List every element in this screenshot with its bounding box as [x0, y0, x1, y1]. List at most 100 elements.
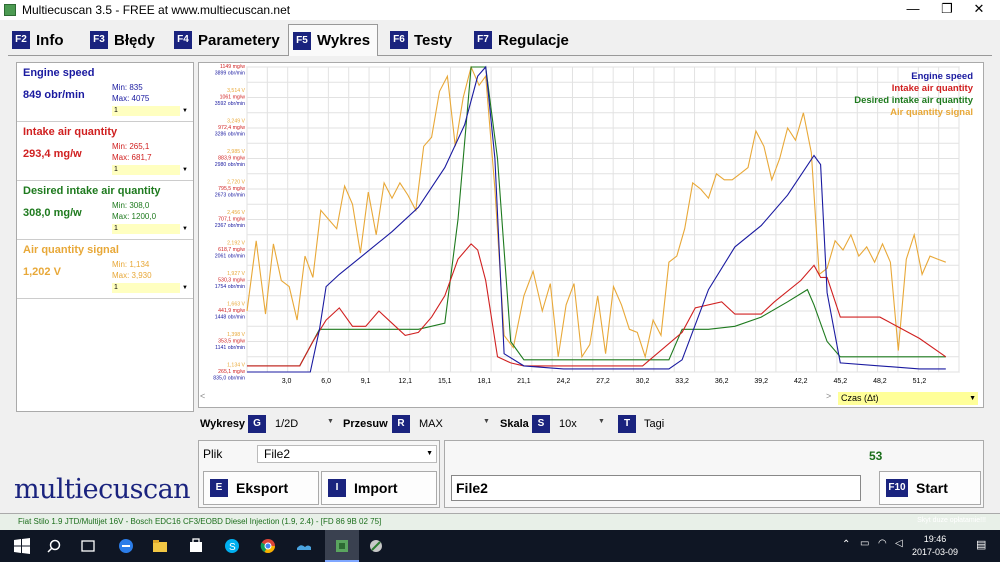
scale-select[interactable]: 1 ▼ — [112, 165, 190, 175]
y-tick-label: 3286 obr/min — [215, 132, 245, 138]
tab-parametery[interactable]: F4 Parametery — [170, 26, 288, 54]
y-tick-label: 2,720 V — [227, 180, 245, 186]
edge-browser-icon[interactable] — [118, 538, 134, 554]
x-axis-labels: 3,0 6,0 9,1 12,1 15,1 18,1 21,1 24,2 27,2 30,2 33,… — [282, 378, 927, 385]
scale-value: 1 — [114, 166, 118, 173]
wykresy-key[interactable]: G — [248, 415, 266, 433]
skala-value[interactable]: 10x — [559, 418, 577, 430]
maximize-button[interactable]: ❐ — [941, 1, 953, 16]
start-button[interactable]: F10 Start — [879, 471, 981, 505]
chevron-down-icon: ▼ — [969, 395, 976, 402]
wifi-icon[interactable]: ◠ — [878, 538, 887, 549]
volume-icon[interactable]: ◁ — [895, 538, 903, 549]
wykresy-value[interactable]: 1/2D — [275, 418, 299, 430]
chevron-up-icon[interactable]: ⌃ — [842, 539, 851, 550]
x-tick-label: 18,1 — [478, 378, 492, 385]
chevron-down-icon[interactable]: ▼ — [598, 418, 605, 425]
przesuw-value[interactable]: MAX — [419, 418, 443, 430]
y-tick-label: 441,9 mg/w — [218, 308, 245, 314]
sensor-air-quantity-signal[interactable]: Air quantity signal 1,202 V Min: 1,134 M… — [17, 240, 193, 299]
legend-item: Intake air quantity — [892, 83, 974, 94]
y-tick-label: 3899 obr/min — [215, 71, 245, 77]
notifications-icon[interactable]: ▤ — [976, 539, 987, 551]
sensor-name: Engine speed — [23, 67, 95, 79]
tab-key: F6 — [390, 31, 408, 49]
tab-regulacje[interactable]: F7 Regulacje — [470, 26, 578, 54]
sensor-name: Intake air quantity — [23, 126, 118, 138]
status-bar: Fiat Stilo 1.9 JTD/Multijet 16V - Bosch … — [0, 513, 1000, 530]
minimize-button[interactable]: — — [906, 1, 920, 16]
store-icon[interactable] — [188, 538, 204, 554]
y-tick-label: 2,985 V — [227, 149, 245, 155]
time-axis-select[interactable]: Czas (Δt) ▼ — [838, 392, 978, 405]
battery-icon[interactable]: ▭ — [860, 538, 870, 549]
window-title: Multiecuscan 3.5 - FREE at www.multiecus… — [22, 3, 291, 17]
tab-bledy[interactable]: F3 Błędy — [86, 26, 168, 54]
sensor-value: 1,202 V — [23, 266, 61, 278]
file-name-field[interactable]: File2 — [451, 475, 861, 501]
y-tick-label: 972,4 mg/w — [218, 125, 245, 131]
sensor-intake-air[interactable]: Intake air quantity 293,4 mg/w Min: 265,… — [17, 122, 193, 181]
sensor-engine-speed[interactable]: Engine speed 849 obr/min Min: 835 Max: 4… — [17, 63, 193, 122]
sensor-max: Max: 681,7 — [112, 153, 152, 162]
file-select[interactable]: File2 ▼ — [257, 445, 437, 463]
windows-start-icon[interactable] — [14, 538, 30, 554]
task-view-icon[interactable] — [80, 538, 96, 554]
title-bar: Multiecuscan 3.5 - FREE at www.multiecus… — [0, 0, 1000, 20]
taskbar-active-app[interactable] — [325, 530, 359, 562]
x-tick-label: 51,2 — [913, 378, 927, 385]
przesuw-key[interactable]: R — [392, 415, 410, 433]
series-line — [246, 65, 946, 359]
y-tick-label: 3,514 V — [227, 88, 245, 94]
y-tick-label: 2367 obr/min — [215, 223, 245, 229]
y-tick-label: 1448 obr/min — [215, 315, 245, 321]
clock-time: 19:46 — [923, 534, 947, 544]
chevron-down-icon[interactable]: ▼ — [483, 418, 490, 425]
close-button[interactable]: ✕ — [973, 1, 985, 16]
plik-label: Plik — [203, 447, 223, 461]
tab-bar: F2 Info F3 Błędy F4 Parametery F5 Wykres… — [8, 24, 992, 56]
y-tick-label: 265,1 mg/w — [218, 369, 245, 375]
multiecuscan-app-icon[interactable] — [334, 538, 350, 554]
sensor-panel: Engine speed 849 obr/min Min: 835 Max: 4… — [16, 62, 194, 412]
tab-testy[interactable]: F6 Testy — [386, 26, 466, 54]
file-explorer-icon[interactable] — [152, 538, 168, 554]
scroll-right-icon[interactable]: > — [826, 391, 832, 401]
chrome-icon[interactable] — [260, 538, 276, 554]
tab-info[interactable]: F2 Info — [8, 26, 78, 54]
y-tick-label: 2,192 V — [227, 241, 245, 247]
export-button[interactable]: E Eksport — [203, 471, 319, 505]
search-icon[interactable] — [46, 538, 62, 554]
x-tick-label: 39,2 — [754, 378, 768, 385]
clock[interactable]: 19:46 2017-03-09 — [912, 533, 958, 559]
y-tick-label: 2980 obr/min — [215, 162, 245, 168]
x-tick-label: 6,0 — [321, 378, 331, 385]
y-tick-label: 618,7 mg/w — [218, 247, 245, 253]
tool-app-icon[interactable] — [368, 538, 384, 554]
sensor-max: Max: 1200,0 — [112, 212, 157, 221]
import-button[interactable]: I Import — [321, 471, 437, 505]
scale-value: 1 — [114, 107, 118, 114]
scroll-left-icon[interactable]: < — [200, 391, 206, 401]
scale-value: 1 — [114, 284, 118, 291]
start-key: F10 — [886, 479, 908, 497]
skype-icon[interactable]: S — [224, 538, 240, 554]
y-tick-label: 707,1 mg/w — [218, 217, 245, 223]
scale-select[interactable]: 1 ▼ — [112, 106, 190, 116]
weather-icon[interactable] — [296, 538, 312, 554]
tab-wykres[interactable]: F5 Wykres — [288, 24, 378, 56]
scale-select[interactable]: 1 ▼ — [112, 283, 190, 293]
scale-select[interactable]: 1 ▼ — [112, 224, 190, 234]
tab-label: Info — [36, 31, 64, 49]
x-tick-label: 36,2 — [715, 378, 729, 385]
tagi-key[interactable]: T — [618, 415, 636, 433]
skala-key[interactable]: S — [532, 415, 550, 433]
sensor-max: Max: 3,930 — [112, 271, 152, 280]
sensor-desired-intake-air[interactable]: Desired intake air quantity 308,0 mg/w M… — [17, 181, 193, 240]
chevron-down-icon[interactable]: ▼ — [327, 418, 334, 425]
tagi-label[interactable]: Tagi — [644, 418, 665, 430]
chevron-down-icon: ▼ — [180, 283, 190, 293]
chart-scrollbar[interactable]: < > Czas (Δt) ▼ — [198, 391, 984, 407]
